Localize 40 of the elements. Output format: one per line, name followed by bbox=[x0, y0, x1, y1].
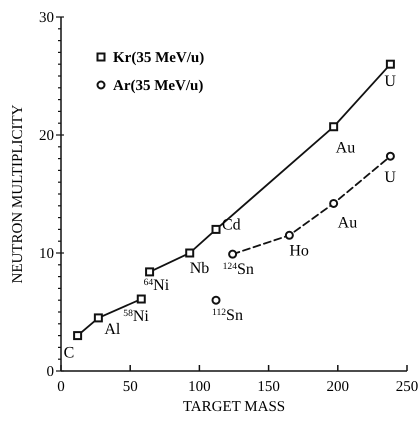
y-axis-title: NEUTRON MULTIPLICITY bbox=[10, 104, 26, 284]
point bbox=[136, 294, 146, 304]
annotation: $^{58}$Ni bbox=[123, 308, 150, 326]
x-tick-label: 0 bbox=[57, 379, 65, 395]
y-tick-label: 20 bbox=[39, 128, 54, 144]
y-tick-label: 0 bbox=[46, 364, 54, 380]
point bbox=[212, 296, 221, 305]
x-tick-label: 100 bbox=[188, 379, 211, 395]
annotation: $^{112}$Sn bbox=[212, 306, 243, 324]
point bbox=[329, 122, 338, 132]
annotation: Cd bbox=[222, 216, 241, 234]
point bbox=[329, 198, 338, 208]
y-tick-label: 10 bbox=[39, 246, 54, 262]
point bbox=[228, 250, 238, 259]
annotation: $^{64}$Ni bbox=[144, 276, 170, 294]
point bbox=[386, 152, 395, 161]
x-tick-label: 250 bbox=[396, 379, 418, 395]
x-tick-label: 200 bbox=[326, 379, 350, 395]
point bbox=[386, 60, 395, 69]
x-tick-label: 50 bbox=[122, 379, 138, 395]
point bbox=[94, 313, 103, 322]
y-tick-label: 30 bbox=[39, 10, 54, 26]
annotation: Nb bbox=[190, 260, 210, 277]
annotation: $^{124}$Sn bbox=[222, 260, 254, 278]
annotation: U bbox=[384, 169, 396, 186]
point bbox=[284, 230, 294, 240]
x-tick-label: 150 bbox=[257, 379, 280, 395]
annotation: Ho bbox=[289, 242, 309, 260]
legend-label: Ar(35 MeV/u) bbox=[113, 78, 204, 94]
annotation: C bbox=[64, 344, 74, 362]
point bbox=[73, 331, 82, 340]
annotation: Al bbox=[104, 320, 121, 338]
point bbox=[212, 224, 221, 234]
annotation: Au bbox=[338, 214, 358, 232]
point bbox=[145, 267, 154, 276]
point bbox=[185, 248, 194, 258]
annotation: U bbox=[384, 73, 396, 90]
legend-label: Kr(35 MeV/u) bbox=[113, 50, 204, 66]
x-axis-title: TARGET MASS bbox=[182, 399, 286, 415]
annotation: Au bbox=[336, 140, 356, 157]
